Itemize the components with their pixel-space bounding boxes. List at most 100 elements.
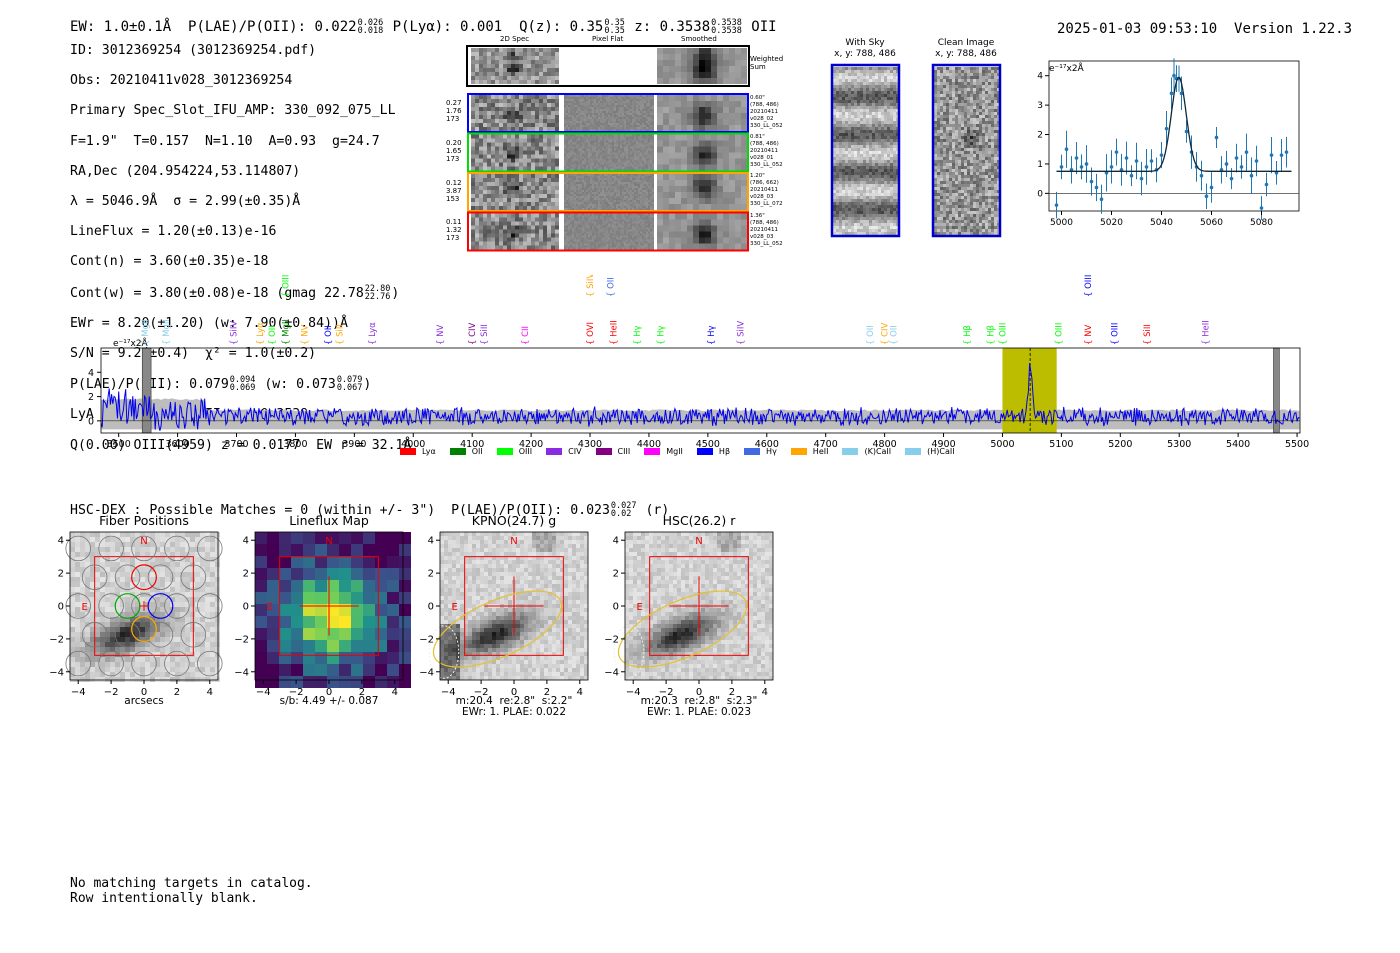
line-label: { SiII [336,324,346,345]
legend-label: Hβ [718,447,731,456]
panel-xtick-label: 0 [141,687,147,698]
line-label: { MgII [162,319,172,345]
hsc-title: HSC-DEX : Possible Matches = 0 (within +… [70,487,669,519]
search-box [649,556,749,656]
cutout-row-2-pixelflat [564,134,654,171]
line-label-text: { Hβ [987,325,997,345]
panel-xtick-label: 4 [392,687,398,698]
line-label: { OIII [998,323,1008,345]
cutout-col-pixelflat: Pixel Flat [592,35,624,43]
cutout-panel: 2D Spec Pixel Flat Smoothed Weighted Sum… [440,33,790,258]
legend-swatch [449,448,466,455]
panel-xtick-label: 0 [511,687,517,698]
cutout-row-4-pixelflat [564,213,654,250]
info-gmag-hi: 22.80 [364,283,391,294]
zoom-point [1224,162,1229,166]
line-label-text: { SiIV [586,275,596,297]
line-label: { Lyα [256,322,266,345]
spectrum-xtick-label: 5500 [1285,439,1309,450]
header-plya: P(Lyα): 0.001 [392,19,503,35]
panel-sub2: EWr: 1. PLAE: 0.022 [461,706,567,718]
zoom-ytick-label: 3 [1037,101,1043,111]
spectrum-xtick-label: 4200 [519,439,543,450]
legend-swatch [905,448,922,455]
header-plae-lo: 0.018 [357,26,384,36]
panel-xtick-label: −2 [104,687,119,698]
fiber-circles [65,535,223,677]
info-lineflux: LineFlux = 1.20(±0.13)e-16 [70,224,277,240]
zoom-point [1184,129,1189,134]
line-label-text: { SiIV [230,321,240,345]
info-contw: Cont(w) = 3.80(±0.08)e-18 (gmag 22.78 [70,285,364,301]
line-label: { HeII [610,320,620,345]
spectrum-xtick-label: 3700 [224,439,248,450]
sky-images [830,63,1002,238]
zoom-point [1279,153,1284,157]
panel-xtick-label: −2 [474,687,489,698]
info-id: ID: 3012369254 (3012369254.pdf) [70,43,317,59]
zoom-point [1059,165,1064,169]
zoom-ytick-label: 4 [1037,72,1043,82]
line-label-text: { MgII [141,319,151,345]
line-label-text: { NV [300,325,310,345]
line-label: { Hβ [987,325,997,345]
line-label: { OIII [1054,323,1064,345]
cutout-row-3-smoothed [657,174,747,210]
footer-line-1: No matching targets in catalog. [70,876,313,891]
spectrum-xtick-label: 4900 [931,439,955,450]
line-label-text: { NV [1084,325,1094,345]
line-label: { OII [268,325,278,345]
line-fit-plot: e⁻¹⁷x2Å 5000 5020 5040 5060 5080 0 1 2 3 4 [1037,58,1300,228]
header-ew: EW: 1.0±0.1Å [70,19,172,35]
zoom-ytick-label: 2 [1037,131,1043,141]
line-label: { OIII [1084,275,1094,297]
info-fiber: F=1.9" T=0.157 N=1.10 A=0.93 g=24.7 [70,133,380,149]
zoom-point [1234,156,1239,160]
info-plae-w-hi: 0.079 [336,375,363,386]
panel-sub2: EWr: 1. PLAE: 0.023 [646,706,752,718]
spectrum-xtick-label: 5100 [1049,439,1073,450]
header-right: 2025-01-03 09:53:10 Version 1.22.3 [1057,5,1352,37]
image-panels: Fiber Positions N E −4 −4 −2 −2 0 0 2 2 4 4 arcsecs Li… [0,510,800,725]
legend-swatch [400,448,416,455]
panel-xtick-label: 2 [174,687,180,698]
cutout-row-4-left: 0.11 1.32 173 [446,218,462,242]
line-label: { MgII [281,319,291,345]
header-qz-lo: 0.35 [604,26,625,36]
panel-xtick-label: −4 [626,687,641,698]
with-sky-label: With Sky [845,38,885,48]
panel-xtick-label: −2 [289,687,304,698]
spectrum-line [100,363,1300,431]
line-label: { NV [300,325,310,345]
line-label-text: { OIII [1084,275,1094,297]
panel-ytick-label: 0 [243,602,249,613]
cutout-row-3-left: 0.12 3.87 153 [446,179,462,203]
legend-swatch [696,448,713,455]
line-label: { OVI [586,322,596,345]
info-plae: P(LAE)/P(OII): 0.079 [70,377,229,393]
line-label: { SiII [480,324,490,345]
panel-svg: N E −4 −4 −2 −2 0 0 2 2 4 4 [420,531,589,698]
zoom-point [1209,185,1214,190]
info-gmag-lo: 22.76 [364,291,391,302]
with-sky-title: With Sky x, y: 788, 486 [820,38,910,60]
hsc-hi: 0.027 [610,501,637,511]
panel-xtick-label: 4 [577,687,583,698]
clean-image-title: Clean Image x, y: 788, 486 [921,38,1011,60]
zoom-point [1284,150,1289,154]
panel-xtick-label: −4 [71,687,86,698]
fiber-highlight-1 [131,564,157,591]
line-label-text: { Hγ [657,325,667,345]
zoom-point [1124,156,1129,160]
legend-swatch [744,448,761,455]
zoom-point [1099,197,1104,202]
panel-xtick-label: 0 [326,687,332,698]
line-label: { OIII [281,275,291,297]
panel-ytick-label: 2 [613,569,619,580]
line-label: { Hγ [707,325,717,345]
panel-svg: N E −4 −4 −2 −2 0 0 2 2 4 4 [605,531,774,698]
north-label: N [510,536,517,547]
info-plae-hi: 0.094 [229,375,256,386]
panel-ytick-label: 4 [428,536,434,547]
line-label: { OIII [1110,323,1120,345]
